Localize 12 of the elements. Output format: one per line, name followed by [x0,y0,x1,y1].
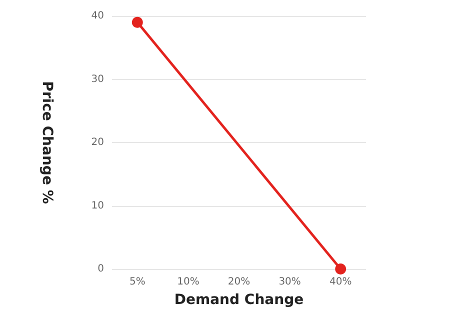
x-tick-label: 5% [129,276,146,288]
y-axis-title: Price Change % [39,81,55,204]
y-tick-label: 0 [98,264,104,274]
x-tick-label: 30% [278,276,301,288]
x-axis-title: Demand Change [174,292,304,308]
y-tick-label: 30 [91,74,104,85]
x-tick-label: 40% [329,276,352,288]
y-tick-label: 20 [91,137,104,148]
y-tick-label: 10 [91,200,104,212]
y-tick-label: 40 [91,10,104,22]
x-tick-label: 10% [177,276,200,288]
x-tick-label: 20% [228,276,250,288]
